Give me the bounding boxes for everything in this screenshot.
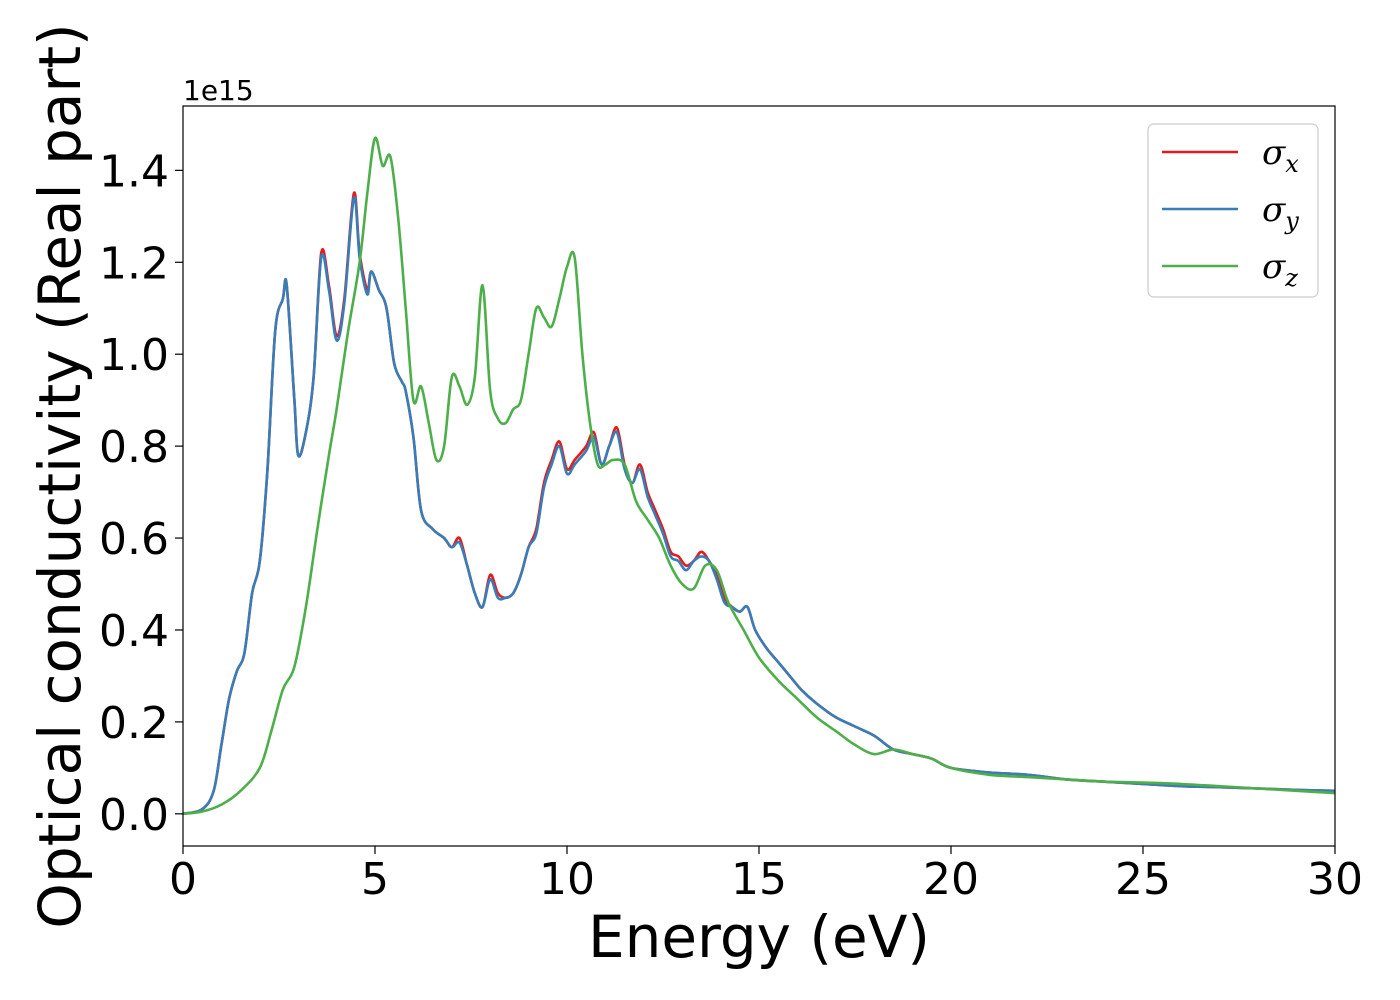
y-axis: 0.0 0.2 0.4 0.6 0.8 1.0 1.2 1.4 [99, 146, 183, 841]
series-line-sigma-z [182, 136, 1336, 816]
x-tick-label: 0 [169, 854, 197, 905]
y-tick-label: 0.4 [99, 606, 169, 657]
plot-lines [182, 136, 1336, 816]
x-tick-label: 10 [539, 854, 595, 905]
legend-box [1147, 123, 1319, 298]
y-tick-label: 1.2 [99, 238, 169, 289]
y-tick-label: 0.2 [99, 698, 169, 749]
x-axis-label: Energy (eV) [588, 903, 930, 971]
x-tick-label: 5 [361, 854, 389, 905]
y-tick-label: 0.0 [99, 790, 169, 841]
x-tick-label: 30 [1307, 854, 1363, 905]
y-tick-label: 0.6 [99, 514, 169, 565]
y-offset-label: 1e15 [183, 74, 254, 107]
y-tick-label: 0.8 [99, 422, 169, 473]
x-axis: 0 5 10 15 20 25 30 [169, 846, 1363, 905]
x-tick-label: 20 [923, 854, 979, 905]
y-axis-label: Optical conductivity (Real part) [26, 23, 94, 928]
x-tick-label: 15 [731, 854, 787, 905]
y-tick-label: 1.4 [99, 146, 169, 197]
y-tick-label: 1.0 [99, 330, 169, 381]
series-line-sigma-y [182, 196, 1336, 816]
x-tick-label: 25 [1115, 854, 1171, 905]
